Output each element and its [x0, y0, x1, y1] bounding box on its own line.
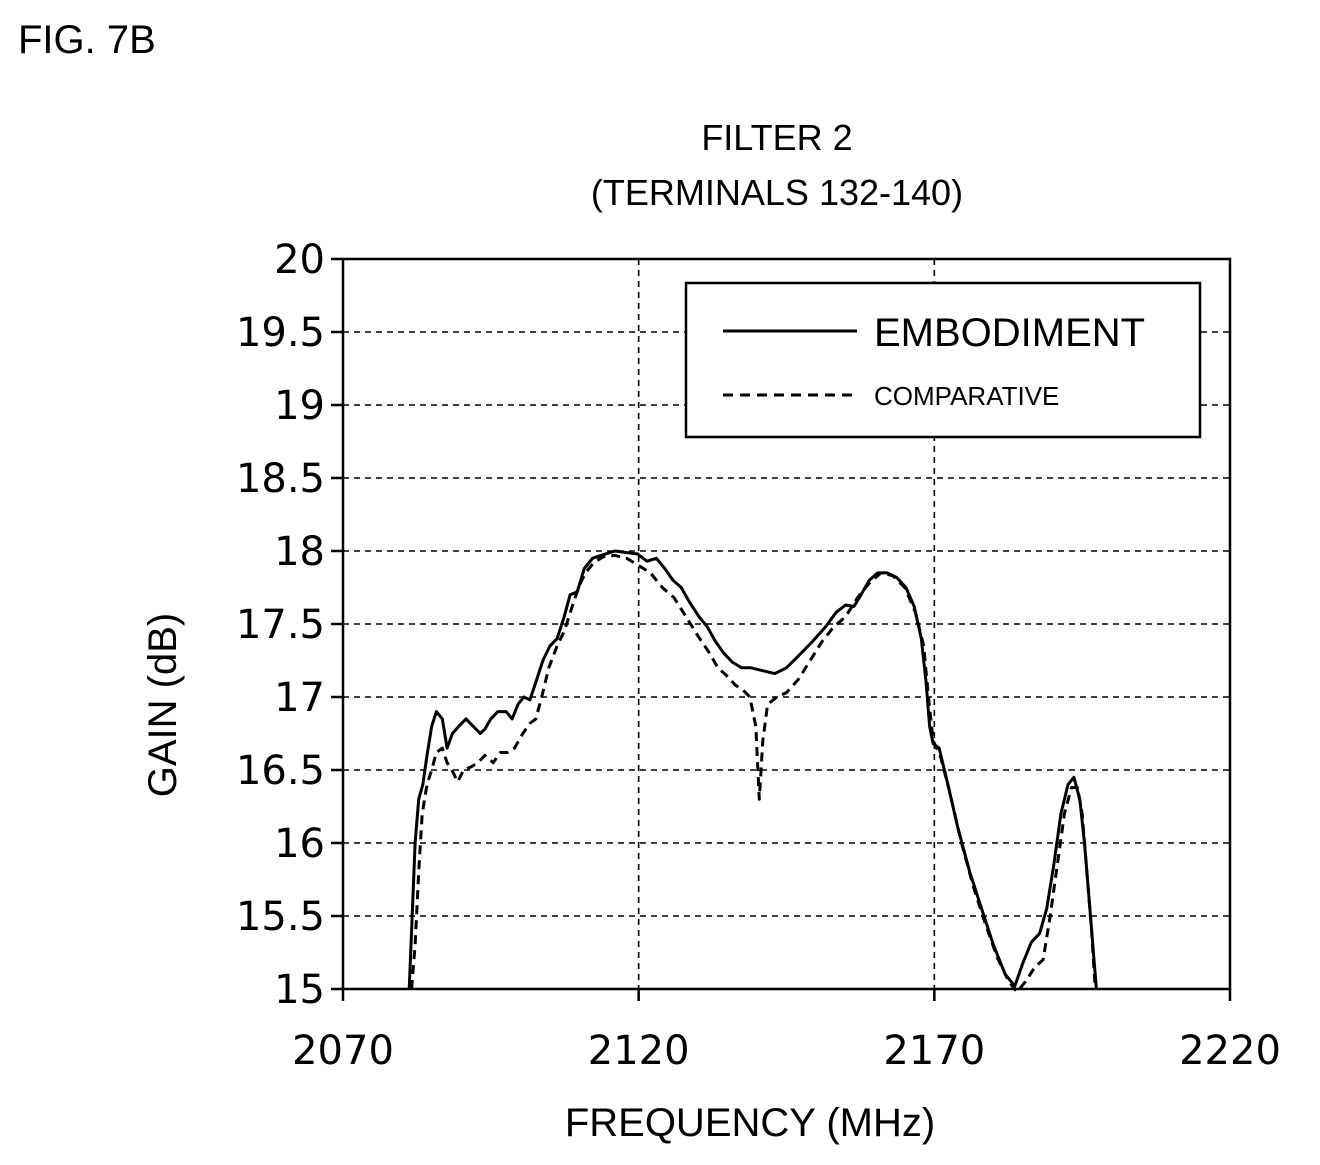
y-tick-label: 19.5 — [236, 310, 325, 356]
y-tick-label: 17.5 — [236, 602, 325, 648]
x-axis-title: FREQUENCY (MHz) — [565, 1101, 935, 1145]
x-tick-label: 2120 — [588, 1028, 690, 1074]
y-tick-label: 16 — [274, 821, 325, 867]
axis-ticks: 15 15.5 16 16.5 17 17.5 18 18.5 19 19.5 20 2070 2120… — [236, 237, 1281, 1074]
legend-box — [684, 281, 1202, 439]
y-tick-label: 17 — [274, 675, 325, 721]
y-tick-label: 15 — [274, 967, 325, 1013]
y-tick-label: 19 — [274, 383, 325, 429]
x-tick-label: 2170 — [883, 1028, 985, 1074]
legend-label-comparative: COMPARATIVE — [874, 381, 1059, 411]
y-tick-label: 18 — [274, 529, 325, 575]
y-tick-label: 18.5 — [236, 456, 325, 502]
y-tick-label: 16.5 — [236, 748, 325, 794]
x-tick-label: 2070 — [292, 1028, 394, 1074]
x-tick-label: 2220 — [1179, 1028, 1281, 1074]
legend-label-embodiment: EMBODIMENT — [874, 311, 1145, 355]
plot-series — [407, 549, 1098, 994]
y-tick-label: 20 — [274, 237, 325, 283]
figure-label: FIG. 7B — [18, 18, 156, 62]
chart-subtitle: (TERMINALS 132-140) — [591, 172, 963, 213]
y-axis-title: GAIN (dB) — [141, 613, 185, 797]
grid-lines — [343, 259, 1230, 989]
chart-title: FILTER 2 — [701, 117, 852, 158]
series-line-comparative — [410, 553, 1097, 994]
y-tick-label: 15.5 — [236, 894, 325, 940]
legend: EMBODIMENT COMPARATIVE — [684, 281, 1202, 439]
